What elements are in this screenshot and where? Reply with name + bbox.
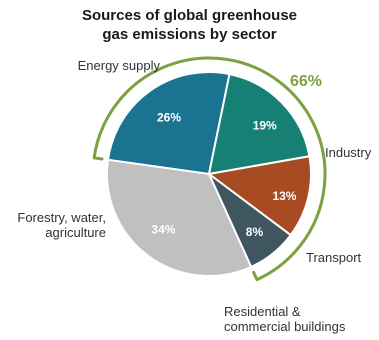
pie-slice [208,155,312,237]
chart-title-line-2: gas emissions by sector [102,26,277,43]
category-label-line: commercial buildings [224,319,346,334]
pie-slice [208,73,311,175]
value-label: 34% [151,223,175,237]
category-label-line: agriculture [45,225,106,240]
value-labels: 26% 19% 13% 8% 34% [151,110,296,239]
category-label: Residential & commercial buildings [224,304,346,334]
value-label: 26% [157,110,181,124]
value-label: 13% [272,189,296,203]
chart-title-line-1: Sources of global greenhouse [81,7,298,24]
category-label-line: Forestry, water, [17,210,106,225]
annotation-label: 66% [290,73,322,90]
value-label: 8% [246,225,264,239]
category-label-line: Residential & [224,304,301,319]
value-label: 19% [253,119,277,133]
pie-slice [106,158,253,277]
pie-slice [106,71,231,175]
category-label-line: Energy supply [78,58,161,73]
annotation-bracket [92,56,327,282]
category-labels: Energy supply Industry Transport Residentia… [17,58,371,334]
category-label-line: Transport [306,250,362,265]
pie-slices [106,71,312,277]
category-label: Forestry, water, agriculture [17,210,106,240]
category-label: Transport [306,250,362,265]
category-label-line: Industry [325,145,372,160]
category-label: Industry [325,145,372,160]
category-label: Energy supply [78,58,161,73]
chart-title: Sources of global greenhouse gas emissio… [0,6,379,44]
